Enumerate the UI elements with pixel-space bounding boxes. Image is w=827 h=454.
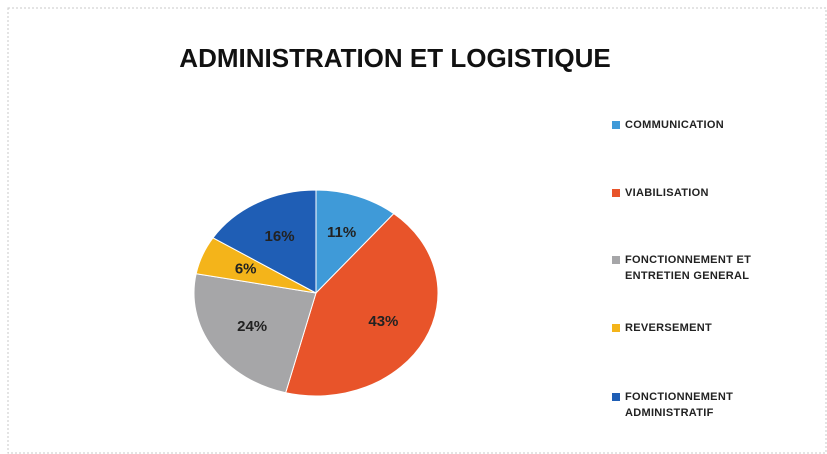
legend-label: REVERSEMENT [625, 322, 713, 334]
pie-slice [315, 189, 395, 295]
legend-item: VIABILISATION [612, 185, 802, 201]
data-label: 11% [327, 224, 356, 241]
legend-swatch [612, 393, 620, 401]
legend-item: REVERSEMENT [612, 320, 802, 336]
legend-label: FONCTIONNEMENT ET ENTRETIEN GENERAL [625, 254, 752, 282]
data-label: 43% [368, 313, 398, 330]
legend-item: COMMUNICATION [612, 117, 802, 133]
legend-swatch [612, 121, 620, 129]
legend-label: VIABILISATION [625, 187, 709, 199]
legend-label: FONCTIONNEMENT ADMINISTRATIF [625, 391, 734, 419]
data-label: 16% [265, 228, 295, 245]
legend-swatch [612, 189, 620, 197]
pie-slice [285, 212, 439, 397]
chart-frame [7, 7, 827, 454]
legend-swatch [612, 324, 620, 332]
pie-slice [193, 273, 317, 394]
legend-label: COMMUNICATION [625, 119, 725, 131]
chart-title: ADMINISTRATION ET LOGISTIQUE [179, 43, 610, 73]
data-label: 24% [237, 318, 267, 335]
pie-slice [212, 189, 317, 294]
legend-item: FONCTIONNEMENT ET ENTRETIEN GENERAL [612, 252, 802, 284]
pie: 11% 43% 24% 6% 16% [193, 189, 439, 397]
legend-swatch [612, 256, 620, 264]
legend-item: FONCTIONNEMENT ADMINISTRATIF [612, 389, 802, 421]
data-label: 6% [235, 260, 257, 277]
